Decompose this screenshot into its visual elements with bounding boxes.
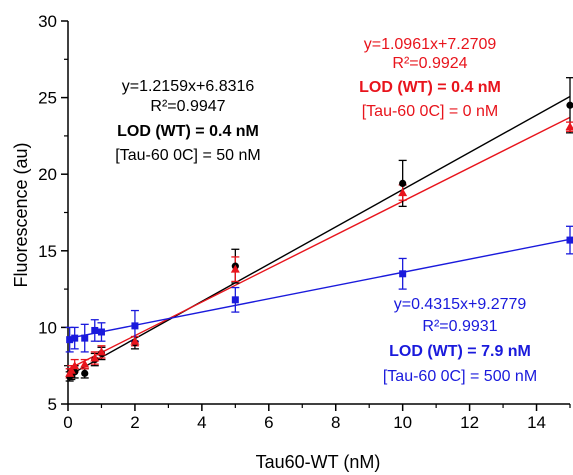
y-tick-label: 15 [38, 242, 57, 261]
tick-labels: 5 10 15 20 25 30 0 2 4 6 8 10 12 14 [38, 12, 546, 432]
x-tick-label: 4 [197, 413, 206, 432]
annotation-red: y=1.0961x+7.2709 R²=0.9924 LOD (WT) = 0.… [359, 36, 501, 120]
x-tick-label: 14 [527, 413, 546, 432]
data-point [130, 336, 140, 345]
data-point [565, 122, 573, 131]
annotation-red-r2: R²=0.9924 [392, 55, 467, 72]
data-point [90, 353, 100, 362]
data-point [80, 359, 90, 368]
x-tick-label: 8 [331, 413, 340, 432]
fit-line-0 [67, 95, 571, 377]
x-tick-label: 0 [63, 413, 72, 432]
y-tick-label: 20 [38, 165, 57, 184]
data-point [66, 365, 76, 374]
annotation-black-equation: y=1.2159x+6.8316 [122, 78, 255, 95]
data-point [566, 101, 573, 109]
annotation-blue-equation: y=0.4315x+9.2779 [394, 296, 527, 313]
data-point [91, 326, 99, 334]
annotation-blue-condition: [Tau-60 0C] = 500 nM [383, 368, 537, 385]
y-axis-label: Fluorescence (au) [11, 142, 31, 287]
data-point [71, 334, 79, 342]
x-tick-label: 12 [460, 413, 479, 432]
data-point [566, 236, 573, 244]
data-point [231, 296, 239, 304]
annotation-black: y=1.2159x+6.8316 R²=0.9947 LOD (WT) = 0.… [115, 78, 260, 164]
x-tick-label: 6 [264, 413, 273, 432]
x-tick-label: 10 [393, 413, 412, 432]
annotation-blue: y=0.4315x+9.2779 R²=0.9931 LOD (WT) = 7.… [383, 296, 537, 385]
data-point [399, 179, 407, 187]
data-point [399, 270, 407, 278]
data-point [81, 334, 89, 342]
x-axis-label: Tau60-WT (nM) [256, 452, 381, 472]
data-point [230, 264, 240, 273]
data-point [97, 328, 105, 336]
data-point [70, 361, 80, 370]
y-tick-label: 5 [48, 395, 57, 414]
y-tick-label: 10 [38, 318, 57, 337]
data-point [66, 336, 74, 344]
annotation-black-r2: R²=0.9947 [150, 98, 225, 115]
data-point [398, 188, 408, 197]
data-point [96, 347, 106, 356]
fit-lines [67, 95, 571, 377]
y-tick-label: 30 [38, 12, 57, 31]
x-tick-label: 2 [130, 413, 139, 432]
annotation-red-equation: y=1.0961x+7.2709 [364, 36, 497, 53]
fit-line-1 [67, 116, 571, 370]
annotation-red-lod: LOD (WT) = 0.4 nM [359, 79, 501, 96]
data-markers [65, 101, 573, 381]
fit-line-2 [67, 238, 571, 340]
annotation-blue-lod: LOD (WT) = 7.9 nM [389, 343, 531, 360]
data-point [81, 369, 89, 377]
data-point [131, 322, 139, 330]
annotation-black-lod: LOD (WT) = 0.4 nM [117, 123, 259, 140]
annotation-black-condition: [Tau-60 0C] = 50 nM [115, 147, 260, 164]
y-tick-label: 25 [38, 89, 57, 108]
annotation-blue-r2: R²=0.9931 [422, 318, 497, 335]
annotation-red-condition: [Tau-60 0C] = 0 nM [362, 103, 499, 120]
